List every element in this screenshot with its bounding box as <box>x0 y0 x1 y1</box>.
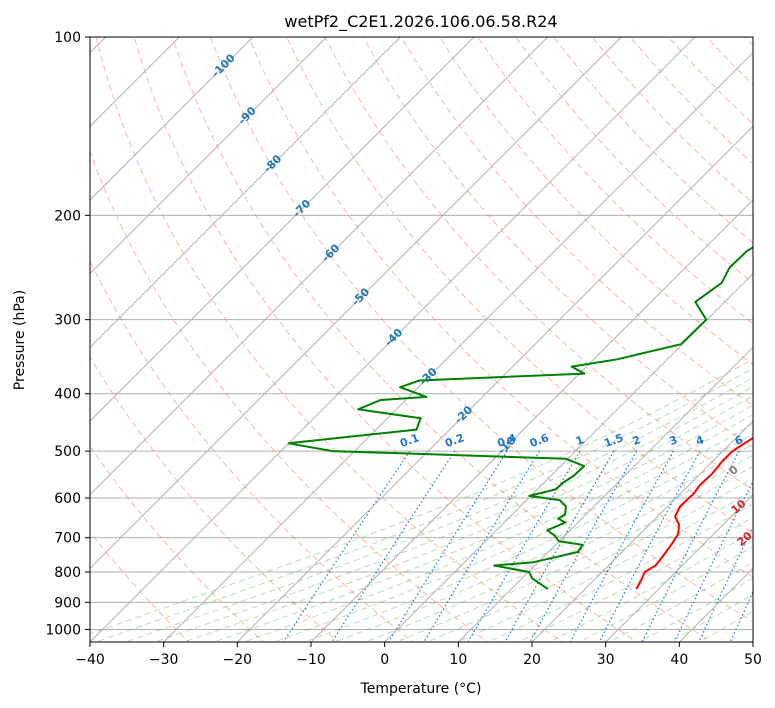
isotherm-line <box>531 420 753 642</box>
y-tick-label: 900 <box>54 595 81 611</box>
mixing-ratio-label: 6 <box>733 433 745 448</box>
x-tick-label: 0 <box>380 652 389 668</box>
isotherm-line <box>90 37 254 201</box>
isotherm-line <box>605 493 753 642</box>
mixing-ratio-line <box>504 450 615 642</box>
moist-adiabat <box>425 477 753 642</box>
isotherm-line <box>90 37 549 496</box>
y-axis-title: Pressure (hPa) <box>12 290 28 390</box>
dewpoint-profile <box>287 246 753 590</box>
mixing-ratio-line <box>282 450 411 642</box>
dry-adiabat <box>90 259 414 642</box>
dry-adiabat <box>286 37 753 534</box>
dry-adiabat <box>95 37 564 642</box>
y-tick-label: 1000 <box>45 622 81 638</box>
dry-adiabat <box>210 37 753 623</box>
moist-adiabat <box>123 376 753 642</box>
mixing-ratio-line <box>698 525 753 642</box>
mixing-ratio-label: 1.5 <box>602 431 625 450</box>
moist-adiabat <box>547 531 753 642</box>
moist-adiabat <box>333 443 753 642</box>
moist-adiabat <box>242 413 753 642</box>
x-tick-label: 10 <box>449 652 467 668</box>
dry-adiabat <box>438 37 753 366</box>
mixing-ratio-line <box>569 450 675 642</box>
y-tick-label: 700 <box>54 531 81 547</box>
y-tick-label: 300 <box>54 313 81 329</box>
wet-bulb-label: 20 <box>735 529 755 549</box>
x-tick-label: −40 <box>75 652 105 668</box>
isotherm-line <box>90 37 696 642</box>
moist-adiabat <box>364 454 753 642</box>
plot-frame <box>89 36 754 643</box>
y-tick-label: 400 <box>54 387 81 403</box>
y-tick-label: 600 <box>54 491 81 507</box>
moist-adiabat <box>90 358 753 635</box>
isotherm-line <box>90 37 622 570</box>
x-tick-label: 40 <box>670 652 688 668</box>
dry-adiabat <box>90 445 265 642</box>
isotherm-line <box>236 125 753 642</box>
mixing-ratio-label: 0.6 <box>528 431 551 450</box>
mixing-ratio-line <box>673 480 753 642</box>
mixing-ratio-label: 0.2 <box>443 431 466 450</box>
chart-title: wetPf2_C2E1.2026.106.06.58.R24 <box>284 12 557 32</box>
dry-adiabat <box>477 37 753 325</box>
y-tick-label: 500 <box>54 444 81 460</box>
moist-adiabat <box>517 516 753 642</box>
y-axis-ticks: 100 200 300 400 500 600 700 800 900 1000 <box>45 30 90 638</box>
dry-adiabat <box>90 356 339 642</box>
moist-adiabat <box>212 404 753 642</box>
x-tick-label: −30 <box>149 652 179 668</box>
x-axis-title: Temperature (°C) <box>360 681 482 697</box>
x-tick-label: −20 <box>223 652 253 668</box>
x-axis-ticks: −40 −30 −20 −10 0 10 20 30 40 50 <box>75 642 762 668</box>
sounding-profiles <box>287 246 753 590</box>
dry-adiabat <box>133 37 638 642</box>
moist-adiabat <box>578 546 753 642</box>
moist-adiabat <box>182 395 753 642</box>
mixing-ratio-label: 3 <box>668 433 680 448</box>
x-tick-label: −10 <box>296 652 326 668</box>
mixing-ratio-line <box>331 450 456 642</box>
dry-adiabat <box>324 37 753 491</box>
moist-adiabat <box>456 489 753 642</box>
isotherm-line <box>90 37 401 349</box>
y-tick-label: 200 <box>54 208 81 224</box>
dry-adiabat <box>400 37 753 407</box>
isotherm-line <box>90 37 328 275</box>
plot-area: -100-90-80-70-60-50-40-30-20-10 0.1 0.2 0.… <box>90 37 755 642</box>
isotherm-line <box>90 37 475 422</box>
mixing-ratio-label: 1 <box>574 433 586 448</box>
y-tick-label: 800 <box>54 565 81 581</box>
x-tick-label: 50 <box>744 652 762 668</box>
mixing-ratio-label: 0.1 <box>398 431 421 450</box>
mixing-ratio-labels: 0.10.20.40.611.52346810131620253036 <box>398 431 745 450</box>
mixing-ratio-line <box>388 450 508 642</box>
x-tick-label: 20 <box>523 652 541 668</box>
isotherm-line <box>163 51 753 642</box>
dry-adiabat <box>248 37 753 578</box>
mixing-ratio-label: 2 <box>631 433 643 448</box>
mixing-ratio-label: 0.4 <box>496 431 519 450</box>
dry-adiabat <box>362 37 753 449</box>
x-tick-label: 30 <box>597 652 615 668</box>
isotherm-line <box>310 199 753 642</box>
moist-adiabat <box>668 593 753 642</box>
pressure-gridlines <box>90 37 753 630</box>
moist-adiabat <box>272 423 753 642</box>
temperature-profile <box>635 436 753 590</box>
mixing-ratio-line <box>641 450 740 642</box>
mixing-ratio-label: 4 <box>694 433 706 448</box>
y-tick-label: 100 <box>54 30 81 46</box>
